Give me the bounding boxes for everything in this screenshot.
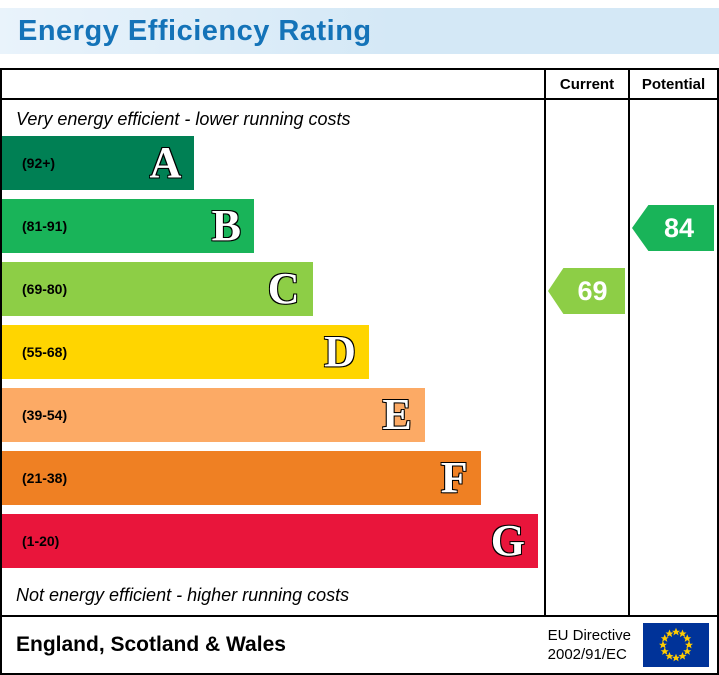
current-column-header: Current xyxy=(546,70,628,100)
eu-directive-line2: 2002/91/EC xyxy=(547,646,627,663)
bands-column: Very energy efficient - lower running co… xyxy=(2,70,544,615)
band-c-range: (69-80) xyxy=(22,281,68,297)
band-c-letter: C xyxy=(267,264,300,313)
band-g-letter: G xyxy=(490,516,526,565)
page-title: Energy Efficiency Rating xyxy=(18,14,372,47)
band-f: (21-38) F xyxy=(2,451,481,505)
top-note: Very energy efficient - lower running co… xyxy=(16,109,351,129)
bands-column-header xyxy=(2,70,544,100)
potential-rating-arrow: 84 xyxy=(632,205,714,251)
band-a-range: (92+) xyxy=(22,155,56,171)
band-a: (92+) A xyxy=(2,136,195,190)
band-d-letter: D xyxy=(324,327,356,376)
band-e: (39-54) E xyxy=(2,388,425,442)
current-rating-arrow: 69 xyxy=(548,268,625,314)
bottom-note: Not energy efficient - higher running co… xyxy=(16,585,350,605)
band-a-letter: A xyxy=(149,138,182,187)
eu-directive-label: EU Directive 2002/91/EC xyxy=(548,626,631,665)
band-d-range: (55-68) xyxy=(22,344,68,360)
band-d: (55-68) D xyxy=(2,325,369,379)
potential-column-header: Potential xyxy=(630,70,717,100)
eu-directive-line1: EU Directive xyxy=(547,626,631,644)
band-b: (81-91) B xyxy=(2,199,255,253)
band-f-letter: F xyxy=(440,453,468,502)
current-rating-value: 69 xyxy=(577,275,608,306)
potential-rating-value: 84 xyxy=(663,212,695,243)
footer: England, Scotland & Wales EU Directive 2… xyxy=(0,617,719,675)
region-label: England, Scotland & Wales xyxy=(16,633,286,656)
rating-chart: Very energy efficient - lower running co… xyxy=(0,68,719,617)
band-b-letter: B xyxy=(211,201,242,250)
title-banner: Energy Efficiency Rating xyxy=(0,8,719,54)
band-e-range: (39-54) xyxy=(22,407,68,423)
band-b-range: (81-91) xyxy=(22,218,68,234)
potential-column: Potential 84 xyxy=(628,70,717,615)
band-e-letter: E xyxy=(382,390,412,439)
current-column: Current 69 xyxy=(544,70,628,615)
band-c: (69-80) C xyxy=(2,262,313,316)
eu-flag-icon xyxy=(643,623,709,667)
band-g-range: (1-20) xyxy=(22,533,60,549)
band-g: (1-20) G xyxy=(2,514,539,568)
band-f-range: (21-38) xyxy=(22,470,68,486)
band-list: (92+) A (81-91) B (69-80) C (55-68) D (3… xyxy=(2,136,544,577)
